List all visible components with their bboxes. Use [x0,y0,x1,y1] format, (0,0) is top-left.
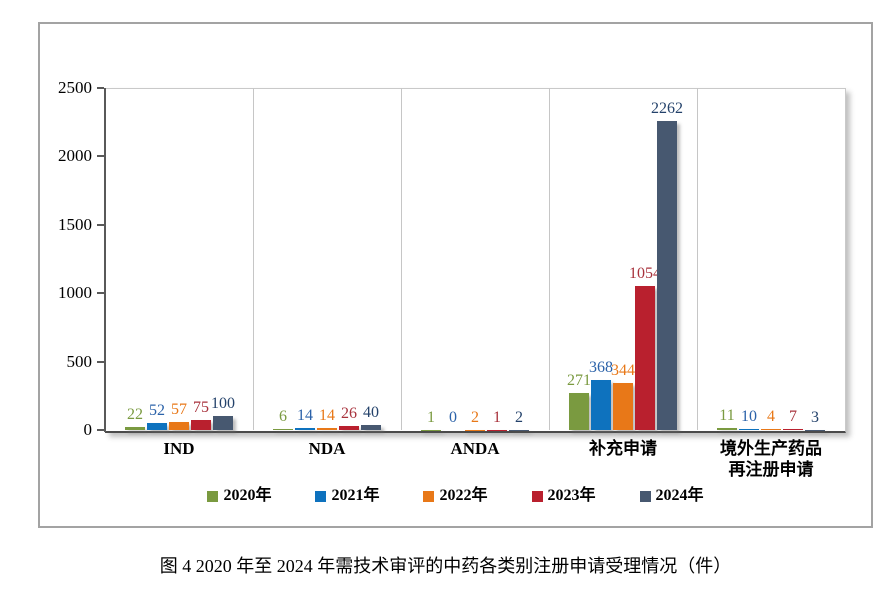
bar-label-2022-cat3: 344 [611,361,635,379]
bar-2021-cat3 [591,379,611,430]
category-separator-4 [697,88,698,430]
legend-item-2023: 2023年 [531,487,596,505]
bar-2022-cat1 [317,428,337,430]
bar-label-2020-cat0: 22 [127,405,143,423]
legend-label-2021: 2021年 [331,487,380,504]
bar-label-2022-cat0: 57 [171,401,187,419]
bar-2020-cat1 [273,429,293,430]
bar-2023-cat1 [339,426,359,430]
bar-label-2020-cat3: 271 [567,371,591,389]
legend-label-2020: 2020年 [223,487,272,504]
bar-2024-cat0 [213,416,233,430]
y-tick-2000 [97,155,104,158]
legend-item-2022: 2022年 [423,487,488,505]
y-tick-label-1500: 1500 [58,214,92,234]
bar-label-2022-cat2: 2 [471,408,479,426]
bar-label-2020-cat2: 1 [427,408,435,426]
y-tick-500 [97,360,104,363]
legend-label-2024: 2024年 [655,487,704,504]
bar-2020-cat0 [125,426,145,430]
legend-swatch-2021 [315,490,327,502]
category-label-0: IND [163,439,195,458]
legend-swatch-2020 [207,490,219,502]
bar-label-2021-cat2: 0 [449,409,457,426]
bar-label-2021-cat4: 10 [741,407,757,425]
bar-label-2024-cat3: 2262 [651,99,683,117]
legend-swatch-2023 [531,490,543,502]
legend-label-2022: 2022年 [439,487,488,504]
bar-2023-cat0 [191,419,211,430]
bar-label-2023-cat4: 7 [789,408,797,426]
bar-2023-cat3 [635,285,655,430]
y-tick-1000 [97,292,104,295]
category-label-2: ANDA [450,439,500,458]
bar-label-2024-cat1: 40 [363,403,379,421]
y-tick-label-2500: 2500 [58,78,92,97]
bar-2024-cat1 [361,424,381,430]
category-label-3: 补充申请 [589,439,657,458]
legend-item-2021: 2021年 [315,487,379,505]
legend-swatch-2024 [639,490,651,502]
legend-label-2023: 2023年 [547,487,596,504]
bar-label-2023-cat2: 1 [493,408,501,426]
bar-label-2020-cat4: 11 [719,407,735,425]
y-tick-label-0: 0 [83,420,93,439]
bar-2021-cat4 [739,428,759,430]
y-tick-label-2000: 2000 [58,146,92,166]
y-tick-2500 [97,87,104,89]
bar-label-2023-cat0: 75 [193,398,209,416]
bar-label-2024-cat0: 100 [211,395,235,413]
bar-label-2024-cat2: 2 [515,408,523,426]
bar-label-2021-cat1: 14 [297,407,313,425]
bar-label-2020-cat1: 6 [279,408,287,426]
y-axis-line [104,88,106,432]
bar-label-2021-cat0: 52 [149,401,165,419]
category-separator-2 [401,88,402,430]
plot-area [105,88,846,433]
legend: 2020年 2021年 2022年 2023年 2024年 [38,487,873,505]
bar-2022-cat4 [761,429,781,430]
figure-caption: 图 4 2020 年至 2024 年需技术审评的中药各类别注册申请受理情况（件） [159,556,732,576]
bar-label-2022-cat1: 14 [319,407,335,425]
category-label-4: 境外生产药品 再注册申请 [720,439,822,479]
bar-2022-cat0 [169,422,189,430]
category-separator-3 [549,88,550,430]
y-tick-label-500: 500 [66,351,93,371]
category-label-1: NDA [308,439,346,458]
bar-label-2021-cat3: 368 [589,358,613,376]
bar-label-2022-cat4: 4 [767,408,775,426]
y-tick-1500 [97,223,104,226]
bar-2024-cat3 [657,120,677,430]
category-separator-1 [253,88,254,430]
y-tick-label-1000: 1000 [58,283,92,303]
bar-2020-cat4 [717,428,737,430]
bar-2021-cat1 [295,428,315,430]
y-tick-0 [97,429,104,431]
bar-2023-cat4 [783,429,803,430]
legend-item-2024: 2024年 [639,487,704,505]
bar-2020-cat3 [569,392,589,430]
legend-swatch-2022 [423,490,435,502]
bar-label-2023-cat3: 1054 [629,264,661,282]
bar-2022-cat3 [613,382,633,430]
legend-item-2020: 2020年 [207,487,271,505]
bar-label-2023-cat1: 26 [341,405,357,423]
bar-label-2024-cat4: 3 [811,408,819,426]
bar-2021-cat0 [147,422,167,430]
